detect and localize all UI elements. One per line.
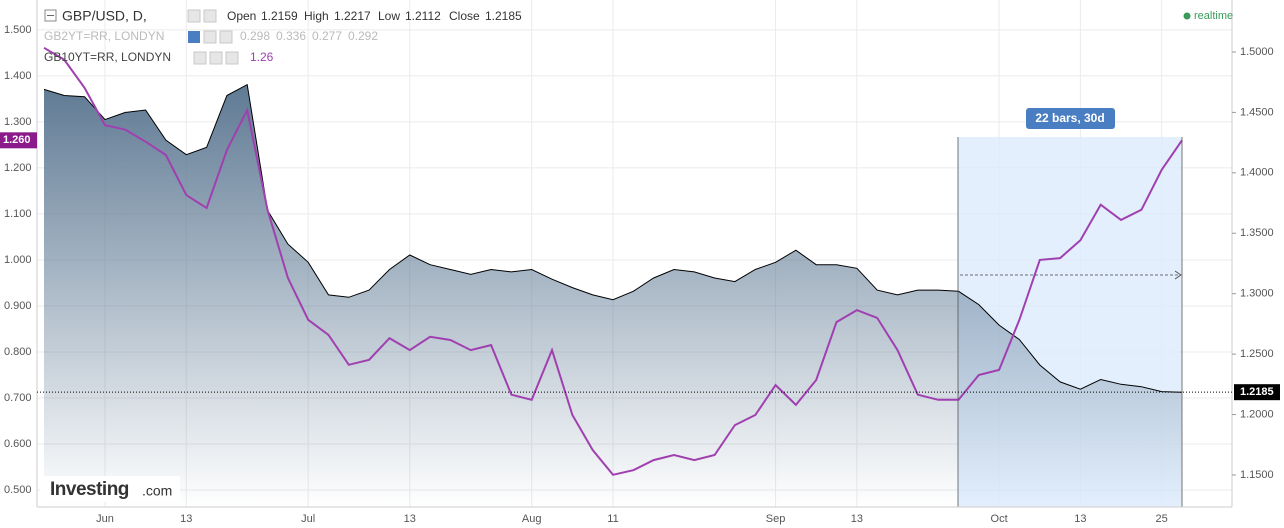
plot <box>43 46 1183 507</box>
ohlc-value: 1.2217 <box>334 9 371 23</box>
logo-suffix: .com <box>142 483 172 499</box>
y2-tick-label: 1.2500 <box>1240 348 1274 360</box>
x-tick-label: 13 <box>404 513 416 525</box>
legend-icon[interactable] <box>193 51 207 65</box>
hidden-value: 0.277 <box>312 29 342 43</box>
legend-icon[interactable] <box>209 51 223 65</box>
y-tick-label: 0.600 <box>4 438 32 450</box>
x-tick-label: 25 <box>1156 513 1168 525</box>
x-tick-label: 13 <box>180 513 192 525</box>
price-tag-label: 1.260 <box>3 134 31 146</box>
x-tick-label: 11 <box>607 513 618 525</box>
y-tick-label: 1.000 <box>4 254 32 266</box>
logo: Investing <box>50 479 129 500</box>
ohlc-name: High <box>304 9 329 23</box>
legend-icon[interactable] <box>219 30 233 44</box>
y-tick-label: 0.900 <box>4 300 32 312</box>
y2-tick-label: 1.5000 <box>1240 46 1274 58</box>
legend-icon[interactable] <box>203 9 217 23</box>
legend-icon[interactable] <box>225 51 239 65</box>
legend-hidden: GB2YT=RR, LONDYN <box>44 29 164 43</box>
legend-icon[interactable] <box>203 30 217 44</box>
y-tick-label: 1.400 <box>4 70 32 82</box>
x-tick-label: Oct <box>991 513 1008 525</box>
y2-tick-label: 1.3000 <box>1240 288 1274 300</box>
y-tick-label: 1.300 <box>4 116 32 128</box>
x-tick-label: Jul <box>301 513 315 525</box>
x-tick-label: 13 <box>1074 513 1086 525</box>
line <box>43 46 1183 476</box>
y2-tick-label: 1.1500 <box>1240 469 1274 481</box>
x-tick-label: Aug <box>522 513 542 525</box>
y-tick-label: 0.800 <box>4 346 32 358</box>
legend-main: GBP/USD, D, <box>62 8 147 24</box>
price-tag <box>0 132 37 149</box>
status-dot <box>1183 12 1191 20</box>
legend-value: 1.26 <box>250 50 274 64</box>
x-tick-label: 13 <box>851 513 863 525</box>
y-tick-label: 1.500 <box>4 24 32 36</box>
y-tick-label: 1.200 <box>4 162 32 174</box>
legend-icon[interactable] <box>187 9 201 23</box>
measure-label: 22 bars, 30d <box>1035 111 1104 125</box>
y-tick-label: 0.500 <box>4 484 32 496</box>
ohlc-name: Close <box>449 9 480 23</box>
y2-tick-label: 1.3500 <box>1240 227 1274 239</box>
ohlc-value: 1.2112 <box>405 9 441 23</box>
x-tick-label: Jun <box>96 513 114 525</box>
y2-tick-label: 1.4000 <box>1240 167 1274 179</box>
ohlc-name: Open <box>227 9 256 23</box>
area-fill <box>44 84 1182 507</box>
measure-badge <box>1026 108 1115 129</box>
price-tag-label: 1.2185 <box>1240 386 1274 398</box>
price-tag <box>1234 384 1280 401</box>
area-line <box>43 83 1183 393</box>
legend-line: GB10YT=RR, LONDYN <box>44 50 171 64</box>
hidden-value: 0.292 <box>348 29 378 43</box>
ohlc-name: Low <box>378 9 400 23</box>
x-tick-label: Sep <box>766 513 786 525</box>
hidden-value: 0.298 <box>240 29 270 43</box>
ohlc-value: 1.2159 <box>261 9 298 23</box>
y-tick-label: 1.100 <box>4 208 32 220</box>
y-tick-label: 0.700 <box>4 392 32 404</box>
status: realtime <box>1194 10 1233 22</box>
y2-tick-label: 1.2000 <box>1240 408 1274 420</box>
hidden-value: 0.336 <box>276 29 306 43</box>
y2-tick-label: 1.4500 <box>1240 106 1274 118</box>
logo-bg <box>40 476 180 502</box>
legend-icon[interactable] <box>188 31 200 43</box>
ohlc-value: 1.2185 <box>485 9 522 23</box>
measure-arrowhead <box>1174 270 1182 280</box>
